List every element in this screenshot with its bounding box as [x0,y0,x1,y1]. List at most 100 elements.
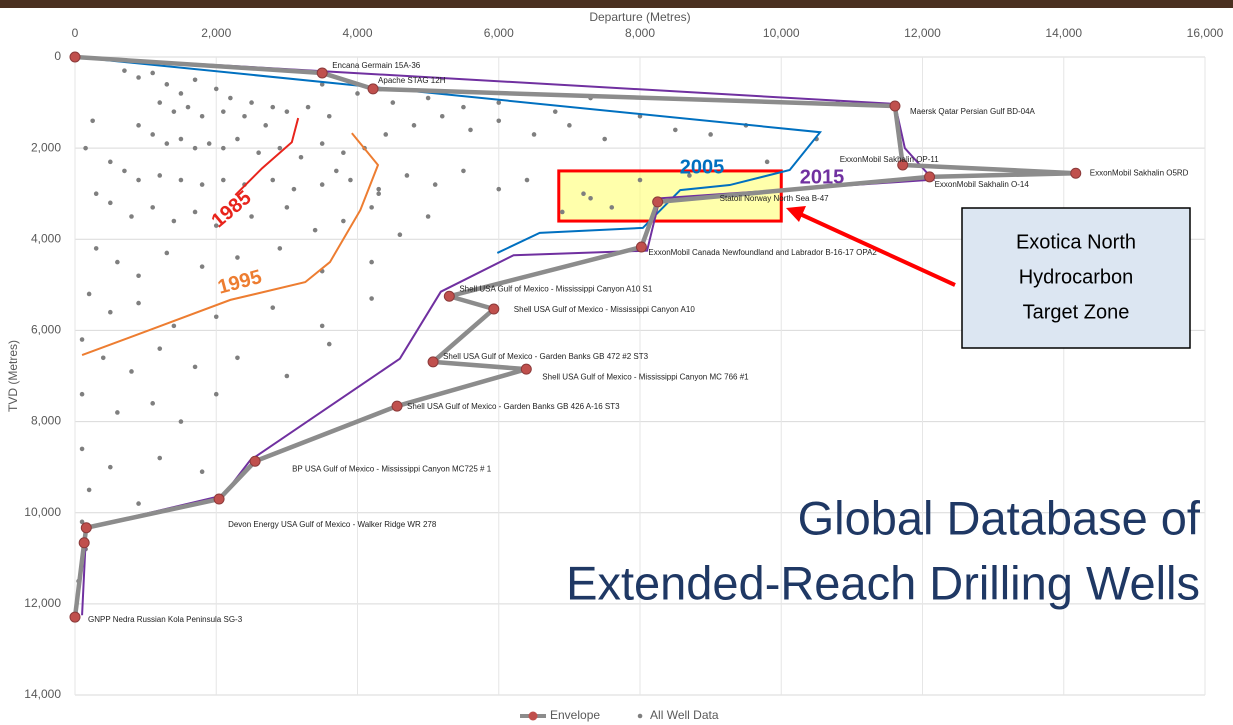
y-tick-label: 0 [54,49,61,63]
well-point [83,145,88,151]
well-label: Devon Energy USA Gulf of Mexico - Walker… [228,520,437,529]
well-point [560,209,565,215]
well-point [602,136,607,142]
legend-swatch [528,711,538,721]
trend-line [81,132,380,356]
well-point [312,227,318,233]
y-tick-label: 10,000 [24,505,61,519]
legend-label: All Well Data [650,708,719,722]
x-tick-label: 14,000 [1045,26,1082,40]
well-point [708,132,713,137]
well-point [284,205,290,210]
well-point [319,182,325,187]
well-point [687,173,692,178]
x-tick-label: 4,000 [342,26,372,40]
well-point [93,246,99,251]
well-point [157,173,163,178]
well-point [86,487,92,493]
well-point [79,391,85,397]
well-point [256,150,261,155]
well-point [108,159,113,165]
envelope-marker [80,522,92,534]
envelope-marker [1070,167,1082,179]
envelope-marker [367,83,379,95]
well-point [369,296,374,301]
well-point [129,369,134,374]
trend-label: 2015 [800,166,845,188]
well-point [496,186,502,192]
envelope-marker [889,100,901,112]
well-point [150,132,155,137]
well-point [524,177,530,183]
well-point [461,104,466,110]
well-point [249,100,254,105]
well-point [432,182,438,187]
well-point [164,82,170,87]
title-line: Extended-Reach Drilling Wells [566,556,1200,609]
well-point [284,373,290,379]
x-tick-label: 6,000 [484,26,514,40]
well-point [199,264,205,269]
well-point [108,200,113,206]
well-label: BP USA Gulf of Mexico - Mississippi Cany… [292,464,492,473]
well-label: Shell USA Gulf of Mexico - Mississippi C… [542,372,749,381]
well-point [263,123,268,128]
well-point [185,104,191,110]
envelope-marker [427,356,439,368]
envelope-marker [69,611,81,623]
well-point [496,118,502,124]
well-point [228,95,233,101]
well-point [213,86,219,92]
well-point [192,209,198,215]
well-point [136,75,141,80]
well-point [235,355,240,361]
well-label: Shell USA Gulf of Mexico - Mississippi C… [459,284,653,293]
well-point [122,68,127,73]
well-label: ExxonMobil Sakhalin O-14 [935,180,1030,189]
well-point [348,177,353,183]
well-point [319,82,325,87]
x-tick-label: 8,000 [625,26,655,40]
well-point [171,218,177,224]
well-point [425,95,431,101]
envelope-marker [897,159,909,171]
well-point [157,100,163,105]
callout-arrow [799,212,956,287]
well-point [86,291,92,297]
well-point [199,182,205,187]
x-axis-label: Departure (Metres) [589,10,690,24]
well-point [178,136,184,142]
well-point [369,205,374,210]
well-point [115,410,120,415]
well-point [171,109,177,114]
well-point [235,255,240,260]
well-label: ExxonMobil Canada Newfoundland and Labra… [648,248,877,257]
y-tick-label: 4,000 [31,231,61,245]
well-point [192,364,198,370]
well-point [355,91,360,96]
trend-line [74,56,823,254]
well-point [305,104,311,110]
well-label: ExxonMobil Sakhalin O5RD [1090,168,1189,177]
x-tick-label: 0 [72,26,79,40]
legend-swatch [637,713,643,719]
well-point [171,323,177,329]
envelope-marker [213,493,225,505]
legend: Envelope All Well Data [520,708,719,722]
well-point [192,77,198,83]
callout-box [961,207,1191,349]
well-point [468,127,473,133]
well-point [461,168,466,174]
well-point [390,100,396,105]
well-point [157,346,163,351]
well-point [90,118,95,124]
trend-label: 1985 [207,187,255,232]
well-point [178,177,184,183]
envelope-marker [924,171,936,183]
well-point [178,91,184,96]
well-point [213,314,219,320]
trend-label: 2005 [680,156,725,178]
well-label: Apache STAG 12H [378,76,446,85]
